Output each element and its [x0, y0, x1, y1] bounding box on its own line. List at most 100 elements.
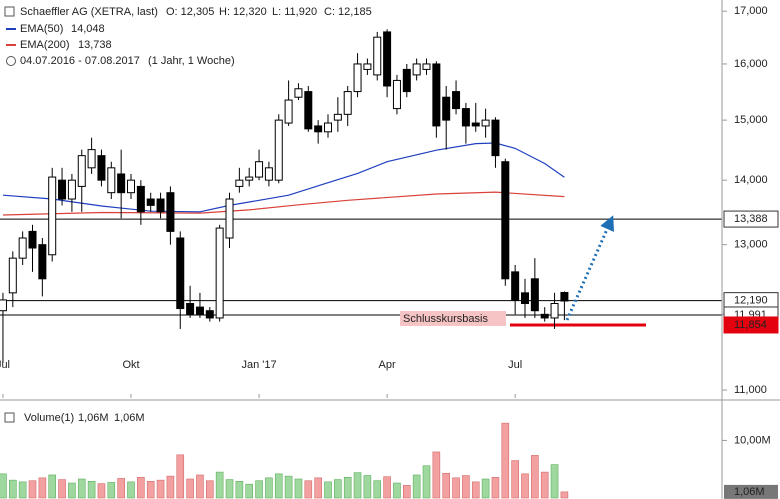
legend-value: 1,06M — [114, 412, 145, 424]
candle-body — [294, 88, 303, 98]
volume-bar — [452, 477, 460, 499]
candle-body — [432, 63, 441, 127]
volume-bar — [471, 481, 480, 499]
y-tick-label: 17,000 — [734, 5, 768, 17]
volume-bar — [206, 480, 214, 499]
volume-pane: 10,00M 1,06M — [0, 422, 778, 499]
x-tick-label: Okt — [122, 359, 139, 371]
volume-bar — [117, 478, 125, 499]
volume-bar — [383, 476, 391, 499]
ohlc: L: 11,920 — [272, 6, 317, 18]
volume-bar — [334, 479, 342, 499]
volume-bar — [265, 477, 273, 499]
volume-bar — [540, 471, 549, 499]
volume-bar — [432, 451, 441, 499]
candle-body — [560, 291, 569, 302]
legend-value: 1,06M — [78, 412, 109, 424]
volume-bar — [462, 475, 470, 499]
volume-bar — [511, 460, 519, 499]
legend-value: 14,048 — [71, 23, 105, 35]
candle-body — [28, 230, 37, 249]
candle-body — [38, 244, 47, 280]
volume-bar — [215, 471, 224, 499]
candle-body — [205, 310, 214, 319]
legend-icon — [4, 6, 15, 17]
volume-bar — [68, 482, 76, 499]
candle-body — [343, 91, 352, 115]
y-tick-label: 11,000 — [734, 384, 767, 396]
legend-label: Volume(1) — [24, 412, 74, 424]
volume-bar — [127, 481, 135, 499]
level-label-box — [723, 210, 779, 228]
candle-body — [521, 292, 530, 305]
volume-bar — [255, 480, 263, 499]
volume-bar — [481, 478, 490, 499]
candle-body — [18, 237, 27, 259]
candle-body — [255, 161, 264, 178]
candle-body — [284, 99, 293, 124]
volume-bar — [196, 474, 204, 499]
candle-body — [136, 185, 145, 213]
volume-bar — [245, 483, 254, 499]
candle-body — [550, 303, 559, 319]
candle-body — [511, 271, 520, 301]
candle-body — [481, 119, 490, 127]
volume-bar — [491, 476, 500, 499]
candle-body — [383, 31, 392, 87]
level-label-box — [723, 316, 779, 334]
annotation: Schlusskursbasis — [403, 313, 488, 325]
period: (1 Jahr, 1 Woche) — [148, 55, 235, 67]
clock-icon — [6, 56, 16, 66]
volume-bar — [422, 465, 431, 499]
volume-bar — [324, 481, 332, 499]
volume-bar — [304, 480, 313, 499]
instrument: Schaeffler AG (XETRA, last) — [20, 6, 158, 18]
y-tick-label: 14,000 — [734, 174, 768, 186]
price-pane: 11,00012,00013,00014,00015,00016,00017,0… — [0, 5, 779, 398]
level-label: 11,854 — [734, 319, 767, 331]
ohlc: H: 12,320 — [219, 6, 267, 18]
candle-body — [540, 313, 549, 319]
annotation-box — [400, 310, 506, 326]
candle-body — [107, 167, 116, 194]
volume-bar — [9, 479, 17, 499]
legend-value: 13,738 — [78, 39, 112, 51]
candle-body — [117, 173, 126, 194]
volume-bar — [58, 479, 66, 499]
volume-bar — [28, 480, 37, 499]
volume-bar — [48, 474, 57, 499]
volume-bar — [156, 479, 165, 499]
candle-body — [373, 36, 382, 76]
candle-body — [501, 161, 510, 280]
volume-bar — [77, 478, 86, 499]
last-volume-label: 1,06M — [734, 486, 765, 498]
y-tick-label: 10,00M — [734, 434, 771, 446]
candle-body — [412, 63, 421, 76]
volume-bar — [18, 481, 27, 499]
candle-body — [530, 278, 539, 312]
date-range: 04.07.2016 - 07.08.2017 — [20, 55, 140, 67]
legend-label: EMA(50) — [20, 23, 63, 35]
x-tick-label: Jan '17 — [241, 359, 276, 371]
candle-body — [215, 227, 224, 319]
y-tick-label: 16,000 — [734, 58, 768, 70]
ohlc: O: 12,305 — [166, 6, 214, 18]
volume-legend: Volume(1) 1,06M 1,06M — [4, 412, 145, 424]
candle-body — [0, 299, 7, 312]
volume-bar — [186, 478, 194, 499]
volume-bar — [353, 472, 362, 499]
volume-bar — [225, 479, 234, 499]
volume-bar — [501, 422, 510, 499]
volume-bar — [274, 473, 283, 499]
volume-bar — [314, 477, 322, 499]
candle-body — [186, 303, 195, 315]
volume-bar — [521, 473, 529, 499]
candle-body — [225, 198, 234, 239]
level-label: 13,388 — [734, 213, 768, 225]
candle-body — [166, 192, 175, 232]
volume-bar — [97, 483, 106, 499]
volume-bar — [166, 475, 175, 499]
volume-bar — [343, 476, 352, 499]
y-tick-label: 13,000 — [734, 239, 768, 251]
candle-body — [353, 63, 362, 93]
